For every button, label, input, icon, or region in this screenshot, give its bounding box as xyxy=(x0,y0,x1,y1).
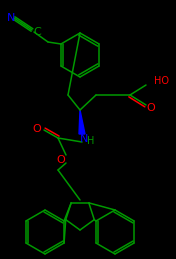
Text: N: N xyxy=(7,13,15,23)
Text: C: C xyxy=(33,27,41,37)
Text: N: N xyxy=(80,134,88,144)
Text: H: H xyxy=(87,136,95,146)
Text: O: O xyxy=(147,103,155,113)
Polygon shape xyxy=(79,110,85,134)
Text: O: O xyxy=(57,155,65,165)
Text: HO: HO xyxy=(154,76,169,86)
Text: O: O xyxy=(33,124,41,134)
